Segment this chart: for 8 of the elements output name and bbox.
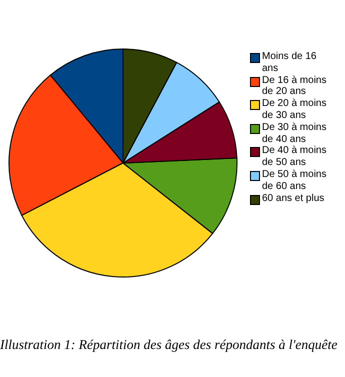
legend-label: De 20 à moins de 30 ans xyxy=(262,98,328,122)
legend-label: 60 ans et plus xyxy=(262,192,326,204)
legend-label: De 40 à moins de 50 ans xyxy=(262,145,328,169)
legend-label: De 30 à moins de 40 ans xyxy=(262,122,328,146)
text: Illustration 1: Répartition des âges des répondants à l'enquête xyxy=(0,336,338,353)
legend-label: De 16 à moins de 20 ans xyxy=(262,74,328,98)
legend-label: Moins de 16 ans xyxy=(262,51,318,75)
legend-label: De 50 à moins de 60 ans xyxy=(262,168,328,193)
